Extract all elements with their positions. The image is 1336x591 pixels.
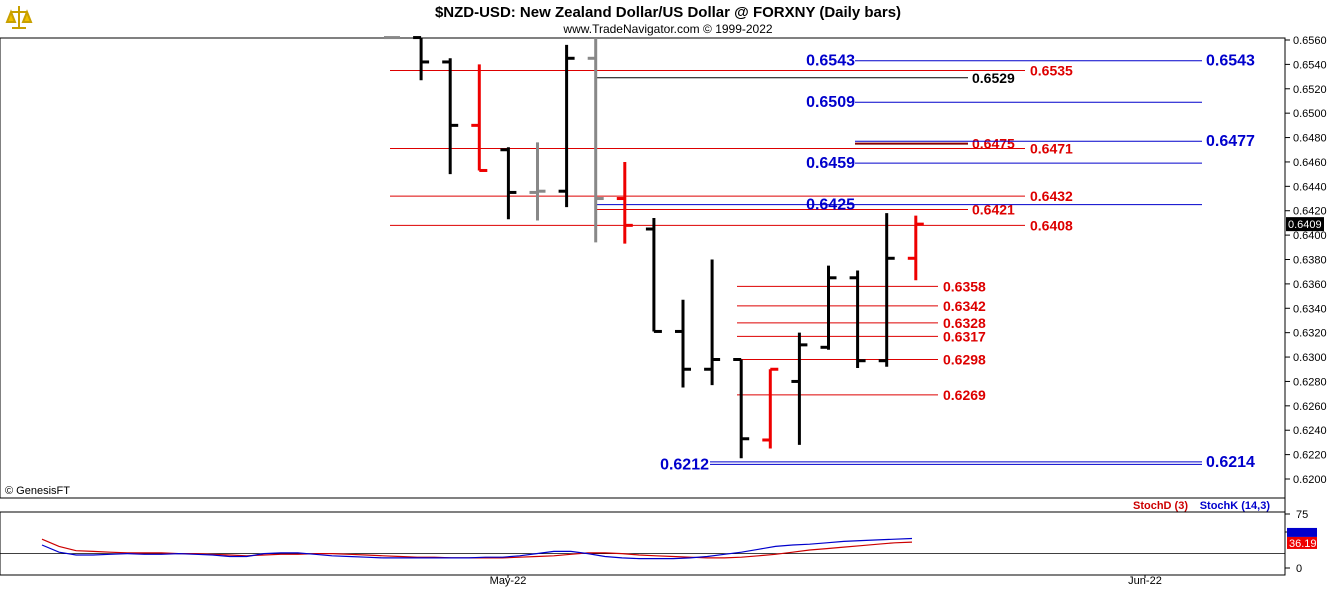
- y-tick-label: 0.6540: [1293, 59, 1327, 71]
- level-label-red: 0.6317: [943, 328, 986, 344]
- level-label-black: 0.6529: [972, 70, 1015, 86]
- stoch-tick-label: 0: [1296, 563, 1302, 575]
- ohlc-bar: [907, 215, 924, 281]
- ohlc-bar: [791, 332, 808, 445]
- ohlc-bar: [413, 36, 430, 81]
- level-label-red: 0.6328: [943, 315, 986, 331]
- y-tick-label: 0.6500: [1293, 108, 1327, 120]
- stoch-last-value: 36.19: [1289, 538, 1317, 550]
- stoch-tick-label: 75: [1296, 509, 1308, 521]
- y-tick-label: 0.6480: [1293, 133, 1327, 145]
- level-label-blue-right: 0.6214: [1206, 454, 1255, 471]
- stoch-panel-frame: [0, 511, 1286, 576]
- ohlc-bar: [471, 64, 488, 172]
- ohlc-bar: [500, 147, 517, 220]
- y-tick-label: 0.6420: [1293, 206, 1327, 218]
- ohlc-bar: [878, 213, 895, 367]
- price-bars: [384, 36, 924, 459]
- price-axis: 0.6560 0.6540 0.6520 0.6500 0.6480 0.6460 0.64…: [1285, 35, 1327, 486]
- ohlc-bar: [442, 58, 459, 175]
- y-tick-label: 0.6240: [1293, 425, 1327, 437]
- y-tick-label: 0.6460: [1293, 157, 1327, 169]
- level-label-red: 0.6342: [943, 298, 986, 314]
- stochk-value-box: [1287, 527, 1317, 537]
- level-label-red: 0.6269: [943, 387, 986, 403]
- level-label-red: 0.6298: [943, 351, 986, 367]
- ohlc-bar: [558, 44, 575, 208]
- y-tick-label: 0.6520: [1293, 84, 1327, 96]
- level-label-blue: 0.6212: [660, 456, 709, 473]
- y-tick-label: 0.6340: [1293, 303, 1327, 315]
- level-label-red: 0.6408: [1030, 217, 1073, 233]
- y-tick-label: 0.6560: [1293, 35, 1327, 47]
- y-tick-label: 0.6320: [1293, 328, 1327, 340]
- last-price-label: 0.6409: [1288, 219, 1322, 231]
- y-tick-label: 0.6260: [1293, 401, 1327, 413]
- ohlc-bar: [762, 367, 779, 449]
- y-tick-label: 0.6380: [1293, 255, 1327, 267]
- copyright-label: © GenesisFT: [5, 485, 70, 497]
- ohlc-bar: [587, 38, 604, 243]
- logo-icon: [5, 6, 33, 32]
- x-tick-may: May-22: [490, 575, 527, 587]
- level-label-red: 0.6432: [1030, 188, 1073, 204]
- ohlc-bar: [675, 299, 691, 388]
- level-label-blue: 0.6509: [806, 94, 855, 111]
- chart-title: $NZD-USD: New Zealand Dollar/US Dollar @…: [435, 4, 901, 21]
- ohlc-bar: [849, 270, 866, 369]
- level-label-blue: 0.6425: [806, 197, 855, 214]
- level-lines: 0.6535 0.6471 0.6432 0.6408 0.6529 0.6421 0.64…: [390, 53, 1255, 473]
- stoch-lines: 7550036.19: [0, 509, 1317, 575]
- y-tick-label: 0.6200: [1293, 474, 1327, 486]
- level-label-blue-right: 0.6477: [1206, 133, 1255, 150]
- level-label-blue: 0.6543: [806, 53, 855, 70]
- level-label-red: 0.6421: [972, 202, 1015, 218]
- x-tick-jun: Jun-22: [1128, 575, 1162, 587]
- level-label-blue-right: 0.6543: [1206, 53, 1255, 70]
- y-tick-label: 0.6400: [1293, 230, 1327, 242]
- y-tick-label: 0.6360: [1293, 279, 1327, 291]
- ohlc-bar: [733, 357, 750, 459]
- y-tick-label: 0.6440: [1293, 181, 1327, 193]
- stochd-value-box: [1287, 536, 1317, 549]
- y-tick-label: 0.6300: [1293, 352, 1327, 364]
- y-tick-label: 0.6220: [1293, 450, 1327, 462]
- level-label-red: 0.6471: [1030, 141, 1073, 157]
- last-price-box: [1286, 217, 1324, 232]
- chart-subtitle: www.TradeNavigator.com © 1999-2022: [562, 22, 772, 36]
- main-plot-frame: [0, 37, 1286, 499]
- ohlc-bar: [820, 265, 837, 350]
- legend-stochd: StochD (3): [1133, 500, 1188, 512]
- legend-stochk: StochK (14,3): [1200, 500, 1271, 512]
- level-label-red: 0.6475: [972, 136, 1015, 152]
- level-label-red: 0.6535: [1030, 62, 1073, 78]
- ohlc-bar: [704, 259, 721, 386]
- stochk-line: [41, 537, 913, 560]
- y-tick-label: 0.6280: [1293, 376, 1327, 388]
- level-label-red: 0.6358: [943, 278, 986, 294]
- ohlc-bar: [616, 161, 633, 244]
- level-label-blue: 0.6459: [806, 155, 855, 172]
- ohlc-bar: [529, 142, 546, 221]
- ohlc-bar: [645, 218, 662, 333]
